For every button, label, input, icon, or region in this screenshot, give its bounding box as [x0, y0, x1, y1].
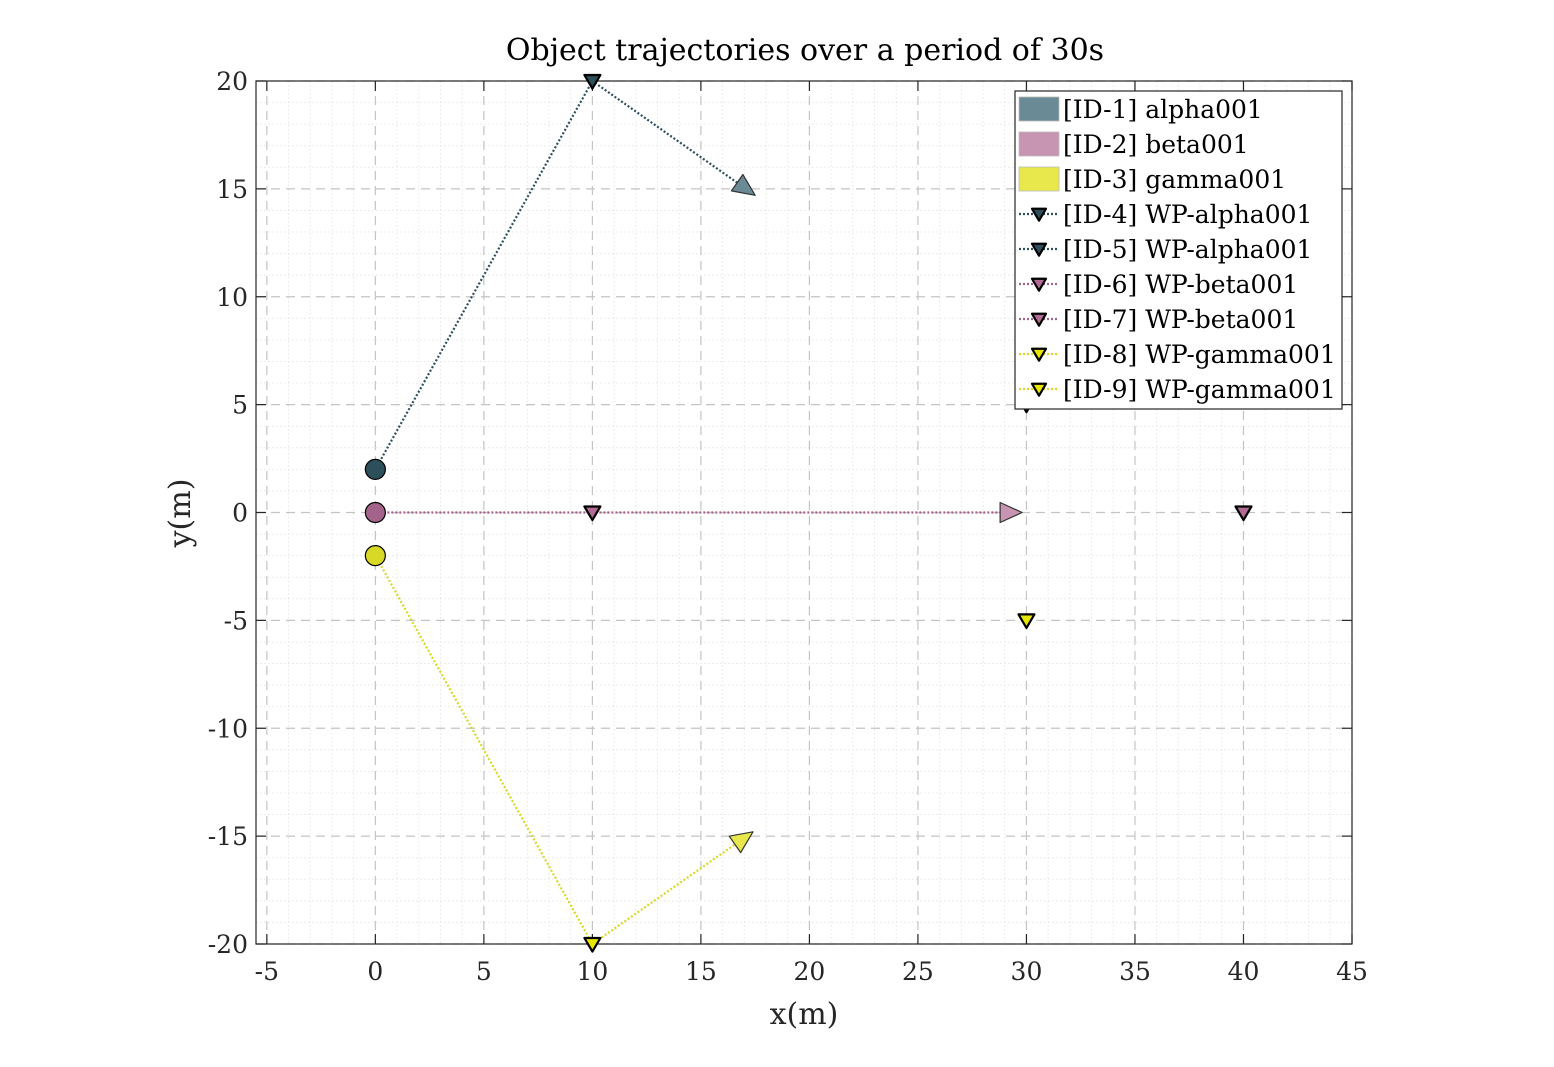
chart-title: Object trajectories over a period of 30s	[506, 33, 1104, 68]
legend-marker-4	[1030, 207, 1048, 222]
waypoint-marker-6	[583, 505, 602, 522]
y-tick-label: -15	[208, 822, 248, 851]
y-tick-label: 10	[216, 283, 248, 312]
y-tick-label: -5	[224, 606, 248, 635]
x-tick-label: 25	[902, 957, 934, 986]
legend-marker-8	[1030, 347, 1048, 362]
legend-label-7: [ID-7] WP-beta001	[1063, 305, 1298, 334]
legend-label-1: [ID-1] alpha001	[1063, 95, 1263, 124]
trajectory-arrow-3	[728, 831, 754, 854]
y-tick-label: -20	[208, 930, 248, 959]
start-marker-1	[364, 458, 386, 480]
waypoint-marker-7	[1234, 505, 1253, 522]
x-axis-label: x(m)	[770, 997, 839, 1032]
legend-marker-9	[1030, 382, 1048, 397]
legend-label-4: [ID-4] WP-alpha001	[1063, 200, 1312, 229]
x-tick-label: 15	[685, 957, 717, 986]
legend-label-2: [ID-2] beta001	[1063, 130, 1249, 159]
trajectory-arrow-2	[999, 501, 1023, 524]
waypoint-marker-4	[583, 73, 602, 90]
legend-swatch-2	[1018, 131, 1060, 157]
legend-label-8: [ID-8] WP-gamma001	[1063, 340, 1336, 369]
x-tick-label: 5	[476, 957, 492, 986]
y-tick-label: 20	[216, 67, 248, 96]
legend-marker-7	[1030, 312, 1048, 327]
y-tick-label: 15	[216, 175, 248, 204]
x-tick-label: 45	[1336, 957, 1368, 986]
legend-label-6: [ID-6] WP-beta001	[1063, 270, 1298, 299]
x-tick-label: 20	[794, 957, 826, 986]
x-tick-label: 30	[1011, 957, 1043, 986]
x-tick-label: -5	[255, 957, 279, 986]
legend-label-9: [ID-9] WP-gamma001	[1063, 375, 1336, 404]
start-marker-3	[364, 545, 386, 567]
x-tick-label: 40	[1228, 957, 1260, 986]
legend-marker-6	[1030, 277, 1048, 292]
y-tick-label: 5	[232, 391, 248, 420]
waypoint-marker-8	[1017, 613, 1036, 630]
legend-swatch-1	[1018, 96, 1060, 122]
x-tick-label: 10	[576, 957, 608, 986]
waypoint-marker-9	[583, 936, 602, 953]
start-marker-2	[364, 501, 386, 524]
legend-label-5: [ID-5] WP-alpha001	[1063, 235, 1312, 264]
legend-box	[1014, 90, 1343, 410]
legend-marker-5	[1030, 242, 1048, 257]
legend-label-3: [ID-3] gamma001	[1063, 165, 1286, 194]
legend: [ID-1] alpha001 [ID-2] beta001 [ID-3] gamm…	[1014, 90, 1343, 410]
y-tick-label: 0	[232, 499, 248, 528]
y-tick-label: -10	[208, 714, 248, 743]
y-axis-label: y(m)	[163, 479, 198, 549]
x-tick-label: 0	[367, 957, 383, 986]
trajectory-arrow-1	[730, 173, 756, 196]
legend-swatch-3	[1018, 166, 1060, 192]
x-tick-label: 35	[1119, 957, 1151, 986]
